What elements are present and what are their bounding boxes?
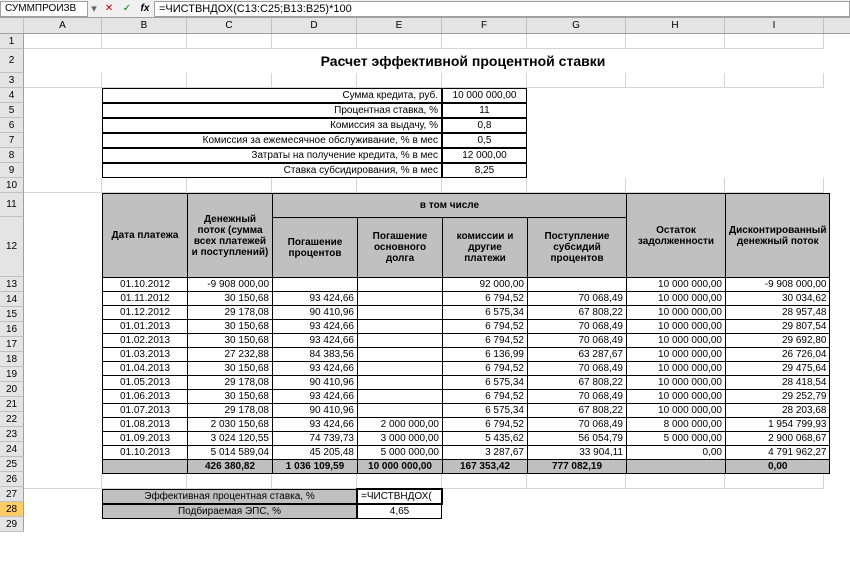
row-header-28[interactable]: 28 (0, 502, 24, 517)
param-label: Комиссия за выдачу, % (102, 118, 442, 133)
result-label: Эффективная процентная ставка, % (102, 489, 357, 504)
param-value[interactable]: 8,25 (442, 163, 527, 178)
table-row[interactable]: 01.12.201229 178,0890 410,966 575,3467 8… (103, 306, 830, 320)
row-header-27[interactable]: 27 (0, 487, 24, 502)
cells-area[interactable]: Расчет эффективной процентной ставки Сумм… (24, 34, 850, 532)
name-box[interactable]: СУММПРОИЗВ (0, 1, 88, 17)
param-label: Комиссия за ежемесячное обслуживание, % … (102, 133, 442, 148)
table-row[interactable]: 01.10.20135 014 589,0445 205,485 000 000… (103, 446, 830, 460)
page-title: Расчет эффективной процентной ставки (102, 49, 824, 73)
row-header-8[interactable]: 8 (0, 148, 24, 163)
table-header: Дата платежа (103, 194, 188, 278)
row-header-16[interactable]: 16 (0, 322, 24, 337)
col-header-H[interactable]: H (626, 18, 725, 33)
row-header-21[interactable]: 21 (0, 397, 24, 412)
table-row[interactable]: 01.06.201330 150,6893 424,666 794,5270 0… (103, 390, 830, 404)
confirm-icon[interactable]: ✓ (118, 1, 136, 17)
row-header-10[interactable]: 10 (0, 178, 24, 193)
select-all-corner[interactable] (0, 18, 24, 33)
row-header-20[interactable]: 20 (0, 382, 24, 397)
row-headers: 1234567891011121314151617181920212223242… (0, 34, 24, 532)
name-box-dropdown[interactable]: ▾ (88, 2, 100, 15)
table-header: Денежный поток (сумма всех платежей и по… (188, 194, 273, 278)
param-label: Затраты на получение кредита, % в мес (102, 148, 442, 163)
table-header: Погашение основного долга (358, 218, 443, 278)
table-header: комиссии и другие платежи (443, 218, 528, 278)
column-headers: ABCDEFGHI (0, 18, 850, 34)
row-header-23[interactable]: 23 (0, 427, 24, 442)
table-row[interactable]: 01.11.201230 150,6893 424,666 794,5270 0… (103, 292, 830, 306)
param-value[interactable]: 0,5 (442, 133, 527, 148)
table-row[interactable]: 01.02.201330 150,6893 424,666 794,5270 0… (103, 334, 830, 348)
table-row[interactable]: 01.03.201327 232,8884 383,566 136,9963 2… (103, 348, 830, 362)
row-header-6[interactable]: 6 (0, 118, 24, 133)
result-value[interactable]: 4,65 (357, 504, 442, 519)
param-label: Процентная ставка, % (102, 103, 442, 118)
param-label: Сумма кредита, руб. (102, 88, 442, 103)
active-cell[interactable]: =ЧИСТВНДОХ( (357, 489, 442, 504)
row-header-3[interactable]: 3 (0, 73, 24, 88)
table-row[interactable]: 01.07.201329 178,0890 410,966 575,3467 8… (103, 404, 830, 418)
col-header-C[interactable]: C (187, 18, 272, 33)
param-label: Ставка субсидирования, % в мес (102, 163, 442, 178)
param-value[interactable]: 11 (442, 103, 527, 118)
col-header-D[interactable]: D (272, 18, 357, 33)
param-value[interactable]: 10 000 000,00 (442, 88, 527, 103)
col-header-B[interactable]: B (102, 18, 187, 33)
row-header-17[interactable]: 17 (0, 337, 24, 352)
row-header-4[interactable]: 4 (0, 88, 24, 103)
formula-input[interactable]: =ЧИСТВНДОХ(C13:C25;B13:B25)*100 (154, 1, 850, 17)
fx-icon[interactable]: fx (136, 1, 154, 17)
row-header-9[interactable]: 9 (0, 163, 24, 178)
col-header-E[interactable]: E (357, 18, 442, 33)
table-row[interactable]: 01.01.201330 150,6893 424,666 794,5270 0… (103, 320, 830, 334)
row-header-19[interactable]: 19 (0, 367, 24, 382)
table-header: в том числе (273, 194, 627, 218)
row-header-15[interactable]: 15 (0, 307, 24, 322)
row-header-25[interactable]: 25 (0, 457, 24, 472)
table-row[interactable]: 01.10.2012-9 908 000,0092 000,0010 000 0… (103, 278, 830, 292)
row-header-24[interactable]: 24 (0, 442, 24, 457)
row-header-5[interactable]: 5 (0, 103, 24, 118)
row-header-18[interactable]: 18 (0, 352, 24, 367)
table-totals-row: 426 380,821 036 109,5910 000 000,00167 3… (103, 460, 830, 474)
row-header-26[interactable]: 26 (0, 472, 24, 487)
col-header-I[interactable]: I (725, 18, 824, 33)
col-header-A[interactable]: A (24, 18, 102, 33)
row-header-22[interactable]: 22 (0, 412, 24, 427)
table-header: Поступление субсидий процентов (528, 218, 627, 278)
table-row[interactable]: 01.05.201329 178,0890 410,966 575,3467 8… (103, 376, 830, 390)
param-value[interactable]: 0,8 (442, 118, 527, 133)
row-header-12[interactable]: 12 (0, 217, 24, 277)
row-header-2[interactable]: 2 (0, 49, 24, 73)
table-row[interactable]: 01.09.20133 024 120,5574 739,733 000 000… (103, 432, 830, 446)
row-header-14[interactable]: 14 (0, 292, 24, 307)
row-header-11[interactable]: 11 (0, 193, 24, 217)
result-label: Подбираемая ЭПС, % (102, 504, 357, 519)
col-header-F[interactable]: F (442, 18, 527, 33)
row-header-29[interactable]: 29 (0, 517, 24, 532)
row-header-7[interactable]: 7 (0, 133, 24, 148)
payment-schedule-table: Дата платежаДенежный поток (сумма всех п… (102, 193, 830, 474)
table-header: Погашение процентов (273, 218, 358, 278)
table-header: Остаток задолженности (627, 194, 726, 278)
col-header-G[interactable]: G (527, 18, 626, 33)
cancel-icon[interactable]: ✕ (100, 1, 118, 17)
param-value[interactable]: 12 000,00 (442, 148, 527, 163)
table-row[interactable]: 01.08.20132 030 150,6893 424,662 000 000… (103, 418, 830, 432)
table-row[interactable]: 01.04.201330 150,6893 424,666 794,5270 0… (103, 362, 830, 376)
row-header-1[interactable]: 1 (0, 34, 24, 49)
table-header: Дисконтированный денежный поток (726, 194, 830, 278)
formula-bar: СУММПРОИЗВ ▾ ✕ ✓ fx =ЧИСТВНДОХ(C13:C25;B… (0, 0, 850, 18)
row-header-13[interactable]: 13 (0, 277, 24, 292)
